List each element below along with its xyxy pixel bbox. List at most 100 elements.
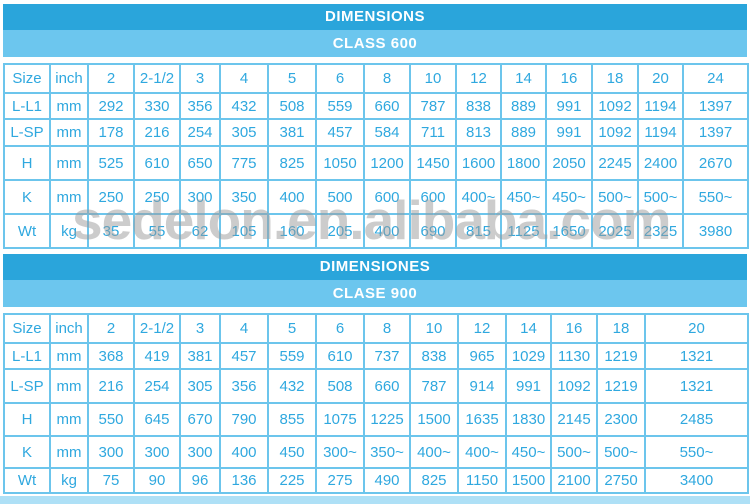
value-cell: 300 xyxy=(179,435,221,469)
value-cell: 965 xyxy=(457,342,507,370)
value-cell: 1321 xyxy=(644,368,749,404)
value-cell: 1635 xyxy=(457,402,507,437)
value-cell: 450 xyxy=(267,435,317,469)
value-cell: 1200 xyxy=(363,145,411,181)
size-header-cell: Size xyxy=(3,63,51,94)
size-column-header-cell: 12 xyxy=(457,313,507,344)
table-row: L-SP mm 178 216 254 305 381 457 584 711 813 889 991 1… xyxy=(3,118,749,147)
unit-header-cell: inch xyxy=(49,63,89,94)
value-cell: 1075 xyxy=(315,402,365,437)
bottom-decorative-strip xyxy=(0,496,750,504)
unit-header-cell: inch xyxy=(49,313,89,344)
value-cell: 381 xyxy=(179,342,221,370)
value-cell: 550 xyxy=(87,402,135,437)
value-cell: 1450 xyxy=(409,145,457,181)
size-column-header-cell: 18 xyxy=(591,63,639,94)
value-cell: 1194 xyxy=(637,118,684,147)
value-cell: 432 xyxy=(219,92,269,120)
value-cell: 400 xyxy=(267,179,317,215)
size-column-header-cell: 10 xyxy=(409,313,459,344)
value-cell: 160 xyxy=(267,213,317,249)
value-cell: 381 xyxy=(267,118,317,147)
value-cell: 2245 xyxy=(591,145,639,181)
value-cell: 254 xyxy=(179,118,221,147)
size-column-header-cell: 3 xyxy=(179,313,221,344)
value-cell: 500~ xyxy=(550,435,598,469)
value-cell: 254 xyxy=(133,368,181,404)
row-unit-cell: mm xyxy=(49,179,89,215)
value-cell: 825 xyxy=(267,145,317,181)
row-label-cell: Wt xyxy=(3,213,51,249)
value-cell: 690 xyxy=(409,213,457,249)
size-column-header-cell: 20 xyxy=(637,63,684,94)
value-cell: 711 xyxy=(409,118,457,147)
value-cell: 1125 xyxy=(500,213,547,249)
value-cell: 350~ xyxy=(363,435,411,469)
value-cell: 457 xyxy=(219,342,269,370)
row-unit-cell: mm xyxy=(49,342,89,370)
value-cell: 356 xyxy=(179,92,221,120)
value-cell: 275 xyxy=(315,467,365,494)
value-cell: 368 xyxy=(87,342,135,370)
size-column-header-cell: 5 xyxy=(267,313,317,344)
value-cell: 889 xyxy=(500,118,547,147)
row-label-cell: H xyxy=(3,145,51,181)
section-title-bar: DIMENSIONES xyxy=(3,254,747,280)
value-cell: 216 xyxy=(87,368,135,404)
value-cell: 1500 xyxy=(505,467,552,494)
value-cell: 3400 xyxy=(644,467,749,494)
size-column-header-cell: 8 xyxy=(363,313,411,344)
value-cell: 1600 xyxy=(455,145,502,181)
row-unit-cell: mm xyxy=(49,435,89,469)
size-column-header-cell: 24 xyxy=(682,63,749,94)
row-label-cell: L-L1 xyxy=(3,342,51,370)
row-unit-cell: kg xyxy=(49,467,89,494)
row-unit-cell: kg xyxy=(49,213,89,249)
value-cell: 825 xyxy=(409,467,459,494)
value-cell: 2670 xyxy=(682,145,749,181)
section-title: DIMENSIONES xyxy=(319,258,431,275)
value-cell: 305 xyxy=(179,368,221,404)
value-cell: 250 xyxy=(87,179,135,215)
value-cell: 508 xyxy=(267,92,317,120)
value-cell: 550~ xyxy=(682,179,749,215)
size-column-header-cell: 3 xyxy=(179,63,221,94)
value-cell: 500~ xyxy=(591,179,639,215)
row-label-cell: Wt xyxy=(3,467,51,494)
size-column-header-cell: 2 xyxy=(87,63,135,94)
dimensions-class-600-section: DIMENSIONS CLASS 600 Size inch 2 2-1/2 3 4 5 6 8… xyxy=(3,4,749,249)
value-cell: 216 xyxy=(133,118,181,147)
value-cell: 2145 xyxy=(550,402,598,437)
row-label-cell: L-L1 xyxy=(3,92,51,120)
table-row: L-L1 mm 368 419 381 457 559 610 737 838 965 1029 113… xyxy=(3,342,749,370)
class-600-dimensions-table: Size inch 2 2-1/2 3 4 5 6 8 10 12 14 16 18 20 24 L-L1 mm 2… xyxy=(3,63,749,249)
value-cell: 1029 xyxy=(505,342,552,370)
section-subtitle-bar: CLASE 900 xyxy=(3,280,747,307)
size-column-header-cell: 8 xyxy=(363,63,411,94)
value-cell: 2100 xyxy=(550,467,598,494)
value-cell: 105 xyxy=(219,213,269,249)
value-cell: 292 xyxy=(87,92,135,120)
value-cell: 660 xyxy=(363,368,411,404)
value-cell: 1397 xyxy=(682,118,749,147)
size-column-header-cell: 5 xyxy=(267,63,317,94)
size-column-header-cell: 2-1/2 xyxy=(133,63,181,94)
value-cell: 3980 xyxy=(682,213,749,249)
size-column-header-cell: 12 xyxy=(455,63,502,94)
value-cell: 450~ xyxy=(505,435,552,469)
value-cell: 775 xyxy=(219,145,269,181)
value-cell: 2400 xyxy=(637,145,684,181)
table-row: L-L1 mm 292 330 356 432 508 559 660 787 838 889 991 1… xyxy=(3,92,749,120)
value-cell: 1130 xyxy=(550,342,598,370)
row-label-cell: K xyxy=(3,435,51,469)
size-column-header-cell: 4 xyxy=(219,63,269,94)
value-cell: 136 xyxy=(219,467,269,494)
value-cell: 250 xyxy=(133,179,181,215)
value-cell: 500~ xyxy=(637,179,684,215)
row-label-cell: H xyxy=(3,402,51,437)
value-cell: 1500 xyxy=(409,402,459,437)
